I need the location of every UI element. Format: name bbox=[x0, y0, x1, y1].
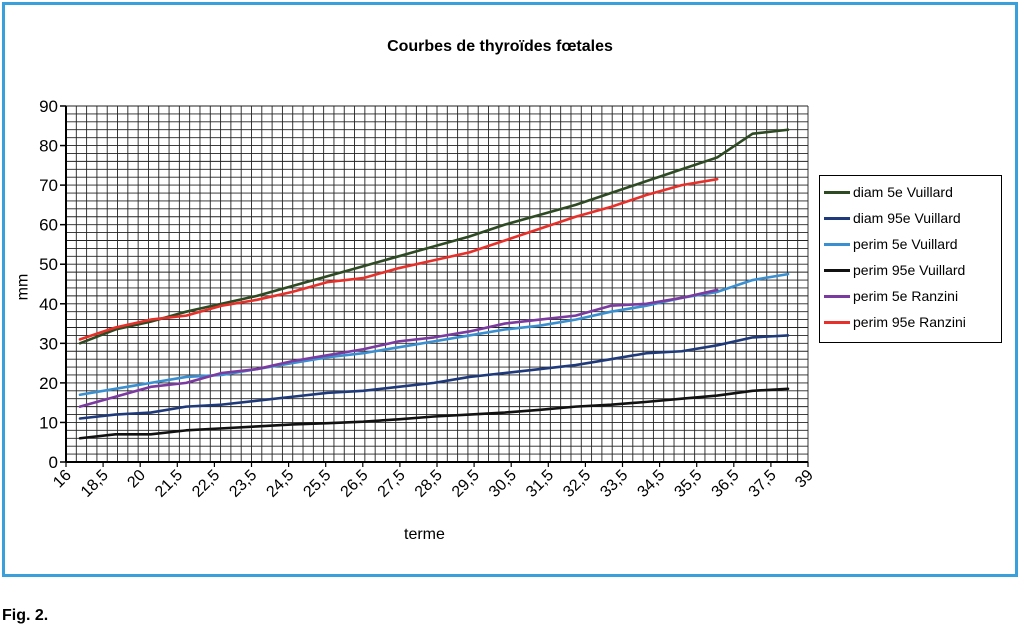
legend-swatch bbox=[824, 242, 850, 246]
series-line bbox=[78, 272, 790, 397]
x-tick-label: 30,5 bbox=[486, 467, 520, 501]
x-tick-label: 36,5 bbox=[709, 467, 743, 501]
x-tick-label: 31,5 bbox=[523, 467, 557, 501]
legend-item: perim 5e Ranzini bbox=[824, 286, 958, 306]
x-tick-label: 27,5 bbox=[375, 467, 409, 501]
series-line bbox=[78, 288, 719, 408]
x-tick-label: 32,5 bbox=[560, 467, 594, 501]
x-tick-label: 18,5 bbox=[78, 467, 112, 501]
legend-label: diam 5e Vuillard bbox=[853, 184, 953, 200]
series-line bbox=[78, 177, 719, 341]
chart-title: Courbes de thyroïdes fœtales bbox=[387, 38, 613, 55]
x-tick-label: 24,5 bbox=[263, 467, 297, 501]
series-line bbox=[78, 334, 790, 420]
x-tick-label: 29,5 bbox=[449, 467, 483, 501]
legend-label: diam 95e Vuillard bbox=[853, 210, 961, 226]
x-tick-label: 37,5 bbox=[746, 467, 780, 501]
y-tick-label: 90 bbox=[39, 97, 58, 116]
x-tick-label: 23,5 bbox=[226, 467, 260, 501]
y-tick-label: 10 bbox=[39, 413, 58, 432]
y-tick-label: 0 bbox=[49, 453, 58, 472]
legend-swatch bbox=[824, 216, 850, 220]
y-tick-label: 40 bbox=[39, 295, 58, 314]
x-tick-label: 20 bbox=[124, 467, 149, 492]
x-tick-label: 26,5 bbox=[338, 467, 372, 501]
x-tick-label: 22,5 bbox=[189, 467, 223, 501]
x-tick-label: 34,5 bbox=[634, 467, 668, 501]
figure-caption: Fig. 2. bbox=[2, 607, 49, 624]
legend-swatch bbox=[824, 294, 850, 298]
x-tick-label: 21,5 bbox=[152, 467, 186, 501]
x-tick-label: 25,5 bbox=[300, 467, 334, 501]
x-tick-label: 33,5 bbox=[597, 467, 631, 501]
y-tick-label: 80 bbox=[39, 137, 58, 156]
series-line bbox=[78, 387, 790, 440]
legend-swatch bbox=[824, 190, 850, 194]
legend-label: perim 5e Ranzini bbox=[853, 288, 959, 304]
y-tick-label: 20 bbox=[39, 374, 58, 393]
y-tick-label: 50 bbox=[39, 255, 58, 274]
legend-label: perim 95e Vuillard bbox=[853, 262, 966, 278]
legend-item: perim 5e Vuillard bbox=[824, 234, 958, 254]
y-tick-label: 70 bbox=[39, 176, 58, 195]
legend-label: perim 5e Vuillard bbox=[853, 236, 958, 252]
x-tick-label: 28,5 bbox=[412, 467, 446, 501]
legend-item: perim 95e Vuillard bbox=[824, 260, 965, 280]
legend-swatch bbox=[824, 268, 850, 272]
x-tick-label: 35,5 bbox=[671, 467, 705, 501]
legend-item: perim 95e Ranzini bbox=[824, 312, 966, 332]
y-tick-label: 30 bbox=[39, 334, 58, 353]
y-tick-label: 60 bbox=[39, 216, 58, 235]
x-tick-label: 39 bbox=[792, 467, 817, 492]
legend: diam 5e Vuillard diam 95e Vuillard perim… bbox=[819, 175, 1002, 343]
legend-swatch bbox=[824, 320, 850, 324]
x-axis-label: terme bbox=[404, 526, 445, 543]
legend-label: perim 95e Ranzini bbox=[853, 314, 966, 330]
legend-item: diam 95e Vuillard bbox=[824, 208, 961, 228]
legend-item: diam 5e Vuillard bbox=[824, 182, 953, 202]
series-line bbox=[78, 128, 790, 345]
